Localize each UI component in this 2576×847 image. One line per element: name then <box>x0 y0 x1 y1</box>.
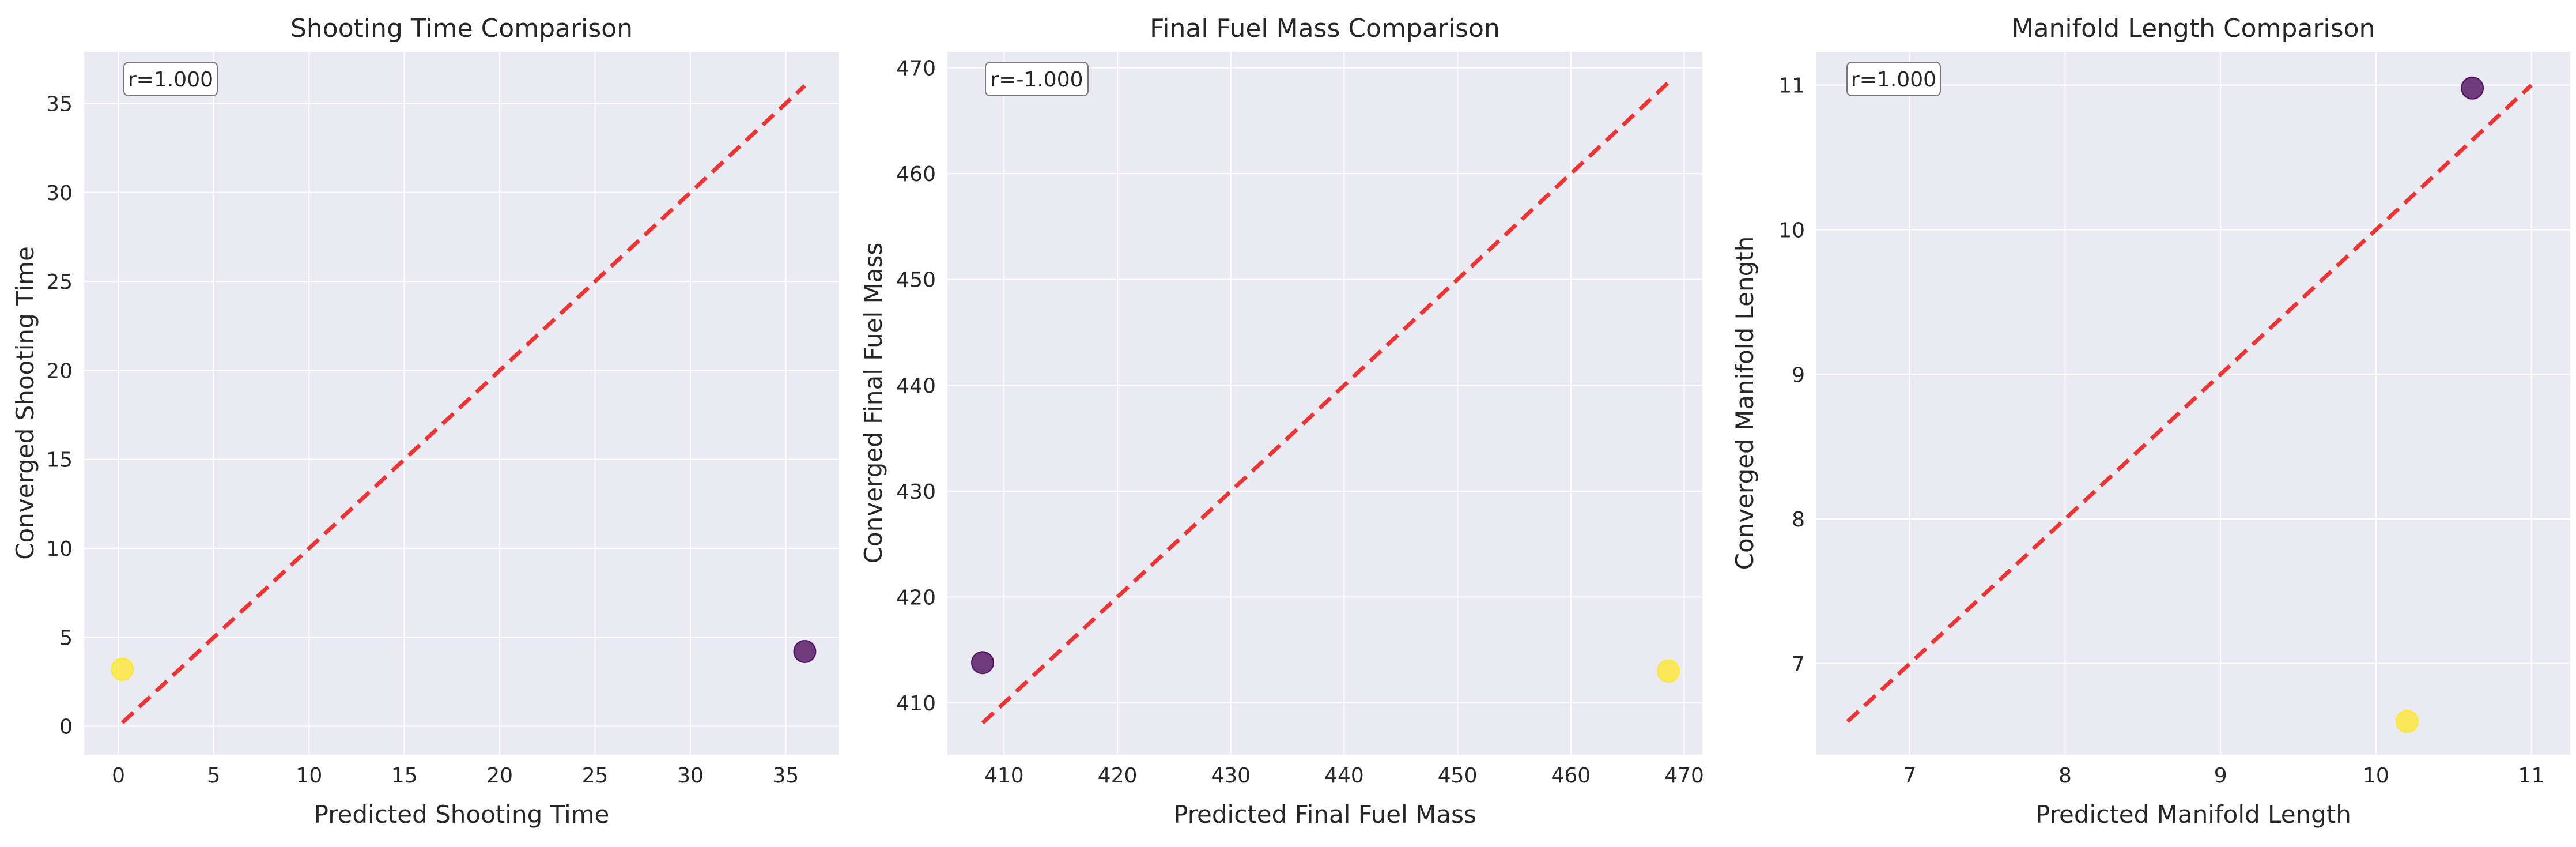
x-tick-label: 35 <box>772 764 799 788</box>
x-tick-label: 440 <box>1324 764 1364 788</box>
data-point <box>793 640 817 664</box>
chart-title: Final Fuel Mass Comparison <box>1150 14 1500 43</box>
y-tick-label: 420 <box>896 586 936 609</box>
data-points <box>970 651 1680 683</box>
y-tick-label: 30 <box>46 182 73 205</box>
y-axis-label: Converged Shooting Time <box>11 246 39 560</box>
y-tick-label: 10 <box>1778 219 1805 243</box>
identity-line <box>1846 84 2533 723</box>
y-tick-label: 11 <box>1778 74 1805 98</box>
x-tick-label: 20 <box>486 764 513 788</box>
correlation-label: r=1.000 <box>128 68 213 92</box>
x-tick-label: 470 <box>1664 764 1704 788</box>
data-point <box>111 657 134 681</box>
x-tick-label: 5 <box>207 764 220 788</box>
y-tick-label: 430 <box>896 480 936 504</box>
x-tick-label: 420 <box>1098 764 1138 788</box>
x-tick-label: 10 <box>296 764 322 788</box>
subplot-final-fuel-mass: 410 420 430 440 450 460 470 410 420 430 440 450 460… <box>859 14 1704 829</box>
y-tick-label: 410 <box>896 692 936 716</box>
y-tick-label: 450 <box>896 269 936 292</box>
x-tick-label: 430 <box>1211 764 1251 788</box>
x-tick-label: 9 <box>2214 764 2227 788</box>
x-axis-label: Predicted Manifold Length <box>2035 800 2351 829</box>
y-tick-label: 440 <box>896 374 936 398</box>
plot-area <box>1816 52 2570 755</box>
y-tick-label: 20 <box>46 359 73 383</box>
x-tick-label: 30 <box>677 764 704 788</box>
chart-title: Shooting Time Comparison <box>290 14 633 43</box>
x-tick-label: 410 <box>984 764 1024 788</box>
y-tick-labels: 7 8 9 10 11 <box>1778 74 1805 676</box>
correlation-label: r=1.000 <box>1851 68 1936 92</box>
correlation-box <box>1846 62 1941 96</box>
correlation-label: r=-1.000 <box>990 68 1083 92</box>
x-axis-label: Predicted Shooting Time <box>314 800 610 829</box>
x-axis-label: Predicted Final Fuel Mass <box>1173 800 1476 829</box>
y-tick-label: 25 <box>46 270 73 294</box>
grid <box>947 52 1702 755</box>
x-tick-label: 460 <box>1551 764 1591 788</box>
y-axis-label: Converged Final Fuel Mass <box>859 243 887 564</box>
chart-title: Manifold Length Comparison <box>2012 14 2375 43</box>
x-tick-labels: 410 420 430 440 450 460 470 <box>984 764 1704 788</box>
subplot-shooting-time: 0 5 10 15 20 25 30 35 0 5 10 15 20 25 30 35 r=1.000 Sh… <box>11 14 839 829</box>
data-point <box>2395 710 2419 733</box>
x-tick-label: 15 <box>391 764 418 788</box>
grid <box>84 52 839 755</box>
y-tick-label: 9 <box>1792 363 1805 387</box>
subplot-manifold-length: 7 8 9 10 11 7 8 9 10 11 r=1.000 Manifold Length … <box>1731 14 2570 829</box>
y-tick-labels: 410 420 430 440 450 460 470 <box>896 57 936 716</box>
data-point <box>970 651 994 675</box>
y-tick-label: 8 <box>1792 508 1805 532</box>
y-tick-label: 15 <box>46 449 73 472</box>
y-tick-labels: 0 5 10 15 20 25 30 35 <box>46 92 73 739</box>
correlation-box <box>123 62 218 96</box>
y-tick-label: 5 <box>59 626 73 650</box>
x-tick-labels: 7 8 9 10 11 <box>1903 764 2544 788</box>
data-points <box>2395 76 2484 733</box>
x-tick-label: 10 <box>2363 764 2389 788</box>
x-tick-label: 11 <box>2518 764 2545 788</box>
data-points <box>111 640 817 681</box>
y-tick-label: 0 <box>59 716 73 739</box>
x-tick-label: 8 <box>2058 764 2072 788</box>
x-tick-labels: 0 5 10 15 20 25 30 35 <box>112 764 799 788</box>
y-tick-label: 35 <box>46 92 73 116</box>
x-tick-label: 450 <box>1438 764 1478 788</box>
identity-line <box>981 81 1670 725</box>
y-tick-label: 7 <box>1792 653 1805 676</box>
data-point <box>1656 659 1680 683</box>
y-tick-label: 10 <box>46 537 73 561</box>
x-tick-label: 7 <box>1903 764 1916 788</box>
correlation-box <box>985 62 1089 96</box>
x-tick-label: 25 <box>582 764 609 788</box>
y-axis-label: Converged Manifold Length <box>1731 236 1759 570</box>
y-tick-label: 470 <box>896 57 936 81</box>
y-tick-label: 460 <box>896 163 936 186</box>
data-point <box>2461 76 2484 100</box>
identity-line <box>120 84 806 725</box>
x-tick-label: 0 <box>112 764 125 788</box>
grid <box>1816 52 2570 755</box>
